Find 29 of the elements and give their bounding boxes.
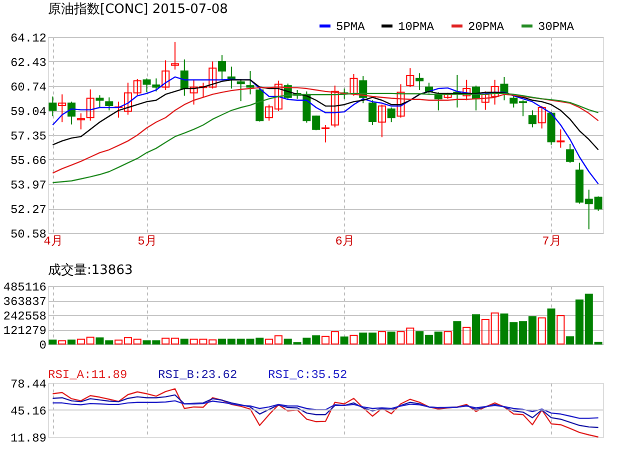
series-label: RSI_B:23.62 xyxy=(158,368,238,382)
y-tick-label: 52.27 xyxy=(10,203,46,218)
x-tick-label: 7月 xyxy=(542,234,562,248)
y-tick-label: 242558 xyxy=(3,310,46,324)
series-label: RSI_C:35.52 xyxy=(268,368,348,382)
y-tick-label: 11.89 xyxy=(10,432,46,446)
y-tick-label: 121279 xyxy=(3,324,46,338)
x-tick-label: 5月 xyxy=(138,234,157,248)
legend-label: 10PMA xyxy=(398,20,435,34)
y-tick-label: 50.58 xyxy=(10,228,46,242)
chart-title: 原油指数[CONC] 2015-07-08 xyxy=(48,2,228,17)
x-tick-label: 6月 xyxy=(335,234,354,248)
y-tick-label: 62.43 xyxy=(10,56,46,70)
series-label: RSI_A:11.89 xyxy=(48,368,128,382)
y-tick-label: 45.16 xyxy=(10,404,46,419)
chart-title: 成交量:13863 xyxy=(48,262,133,278)
legend-label: 30PMA xyxy=(538,20,575,34)
y-tick-label: 60.74 xyxy=(10,80,46,94)
legend-label: 5PMA xyxy=(336,20,366,34)
legend-label: 20PMA xyxy=(468,20,505,34)
y-tick-label: 78.44 xyxy=(10,378,46,392)
y-tick-label: 485116 xyxy=(3,280,46,294)
y-tick-label: 57.35 xyxy=(10,130,46,144)
y-tick-label: 64.12 xyxy=(10,32,46,46)
y-tick-label: 53.97 xyxy=(10,178,46,192)
y-tick-label: 0 xyxy=(39,338,46,352)
y-tick-label: 363837 xyxy=(3,295,46,309)
y-tick-label: 59.04 xyxy=(10,105,46,120)
y-tick-label: 55.66 xyxy=(10,154,46,168)
